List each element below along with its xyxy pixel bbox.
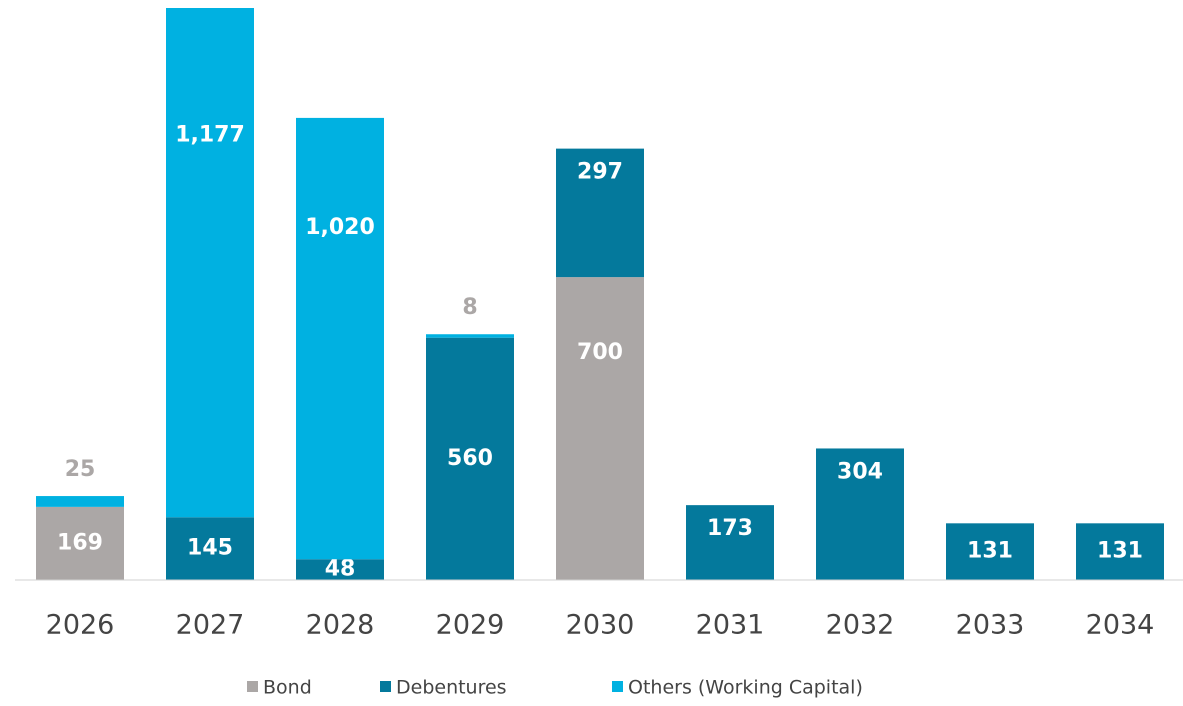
data-label: 48 bbox=[325, 557, 356, 582]
data-label: 700 bbox=[577, 340, 623, 365]
x-tick-label: 2031 bbox=[696, 610, 765, 641]
bar-segment bbox=[166, 8, 254, 518]
bar-segment bbox=[36, 496, 124, 507]
data-label: 8 bbox=[462, 295, 477, 320]
bar-segment bbox=[426, 337, 514, 580]
bar-segment bbox=[556, 148, 644, 278]
bar-segment bbox=[426, 334, 514, 338]
x-tick-label: 2032 bbox=[826, 610, 895, 641]
x-tick-label: 2028 bbox=[306, 610, 375, 641]
legend-label: Others (Working Capital) bbox=[628, 677, 863, 699]
bar-segment bbox=[686, 505, 774, 580]
data-label: 1,177 bbox=[175, 122, 245, 147]
data-label: 169 bbox=[57, 530, 103, 555]
bar-segment bbox=[166, 517, 254, 580]
bar-segment bbox=[296, 559, 384, 580]
x-tick-label: 2029 bbox=[436, 610, 505, 641]
bar-segment bbox=[1076, 523, 1164, 580]
data-label: 173 bbox=[707, 516, 753, 541]
x-tick-label: 2034 bbox=[1086, 610, 1155, 641]
bar-segment bbox=[946, 523, 1034, 580]
x-tick-label: 2030 bbox=[566, 610, 635, 641]
data-label: 145 bbox=[187, 536, 233, 561]
legend-label: Bond bbox=[263, 677, 312, 699]
x-tick-label: 2026 bbox=[46, 610, 115, 641]
legend-swatch bbox=[380, 681, 391, 692]
data-label: 131 bbox=[1097, 539, 1143, 564]
x-tick-label: 2033 bbox=[956, 610, 1025, 641]
legend-label: Debentures bbox=[396, 677, 507, 699]
legend-swatch bbox=[612, 681, 623, 692]
data-label: 297 bbox=[577, 160, 623, 185]
legend-swatch bbox=[247, 681, 258, 692]
x-tick-label: 2027 bbox=[176, 610, 245, 641]
data-label: 1,020 bbox=[305, 215, 375, 240]
data-label: 25 bbox=[65, 457, 96, 482]
bar-segment bbox=[296, 117, 384, 560]
data-label: 304 bbox=[837, 459, 883, 484]
bar-segment bbox=[816, 448, 904, 580]
data-label: 131 bbox=[967, 539, 1013, 564]
bar-segment bbox=[36, 506, 124, 580]
data-label: 560 bbox=[447, 446, 493, 471]
bar-segment bbox=[556, 277, 644, 580]
